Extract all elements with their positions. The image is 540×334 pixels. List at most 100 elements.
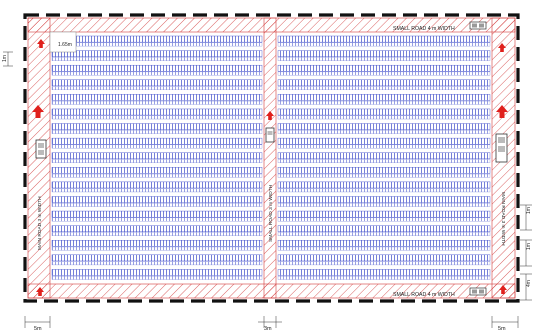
panel-row: [51, 254, 263, 262]
site-boundary: [23, 13, 520, 303]
panel-row-secondary: [51, 57, 263, 61]
panel-row: [277, 35, 491, 43]
panel-row: [51, 240, 263, 247]
top-left-inset: [49, 31, 77, 53]
panel-row-secondary: [51, 115, 263, 120]
panel-row-secondary: [51, 86, 263, 91]
panel-block-left: [51, 35, 263, 280]
panel-row-secondary: [277, 42, 491, 47]
panel-row: [51, 269, 263, 276]
panel-row: [51, 79, 263, 87]
panel-row: [277, 240, 491, 247]
panel-row: [277, 123, 491, 130]
panel-row-secondary: [51, 42, 263, 47]
panel-row: [51, 210, 263, 218]
transformer-bottom-right: [469, 287, 487, 296]
panel-row: [277, 108, 491, 116]
small-road-top-label: SMALL ROAD 4 m WIDTH: [393, 26, 455, 32]
panel-row: [277, 94, 491, 101]
panel-row-secondary: [51, 217, 263, 222]
panel-row-secondary: [277, 232, 491, 236]
inverter-box-middle: [265, 127, 275, 143]
panel-row-secondary: [277, 275, 491, 280]
dim-bottom-center: 3m: [264, 326, 272, 332]
middle-road-label: SMALL ROAD 3 m WIDTH: [268, 184, 274, 242]
panel-row-secondary: [277, 100, 491, 105]
panel-row: [51, 108, 263, 116]
panel-row: [51, 123, 263, 130]
dim-left-top: 1m: [2, 55, 8, 62]
panel-block-right: [277, 35, 491, 280]
panel-row: [277, 167, 491, 174]
panel-row: [277, 64, 491, 72]
dim-bottom-left: 5m: [34, 326, 42, 332]
panel-row: [277, 210, 491, 218]
panel-row-secondary: [51, 159, 263, 163]
middle-road: [263, 17, 277, 299]
dim-right-lower: 1m: [526, 243, 532, 250]
panel-row-secondary: [51, 100, 263, 105]
panel-row-secondary: [277, 115, 491, 120]
dim-right-bottom: 4m: [526, 280, 532, 287]
panel-row: [277, 269, 491, 276]
panel-row: [51, 94, 263, 101]
panel-row: [277, 137, 491, 145]
direction-arrow-left: [32, 105, 44, 118]
panel-row: [277, 254, 491, 262]
top-left-measure: 1.65m: [58, 42, 72, 48]
panel-row-secondary: [51, 144, 263, 149]
panel-row-secondary: [277, 173, 491, 178]
panel-row-secondary: [51, 275, 263, 280]
panel-row-secondary: [277, 203, 491, 207]
panel-row-secondary: [51, 71, 263, 76]
panel-row: [277, 152, 491, 160]
panel-row: [277, 79, 491, 87]
panel-row-secondary: [51, 188, 263, 193]
panel-row: [51, 196, 263, 203]
small-road-bottom-label: SMALL ROAD 4 m WIDTH: [393, 292, 455, 298]
panel-row-secondary: [51, 173, 263, 178]
panel-row-secondary: [277, 217, 491, 222]
panel-row-secondary: [277, 86, 491, 91]
main-road-left-label: MAIN ROAD 3 m WIDTH: [37, 196, 43, 250]
transformer-top-right: [469, 21, 487, 30]
panel-row-secondary: [51, 130, 263, 134]
panel-row-secondary: [277, 144, 491, 149]
panel-row-secondary: [51, 246, 263, 251]
dim-bottom-right: 5m: [498, 326, 506, 332]
panel-row: [51, 35, 263, 43]
panel-row: [51, 50, 263, 57]
direction-arrow-middle: [266, 111, 274, 120]
direction-arrow-top-left: [37, 39, 45, 48]
panel-row: [51, 225, 263, 232]
panel-row-secondary: [51, 232, 263, 236]
panel-row-secondary: [277, 261, 491, 266]
panel-row-secondary: [277, 188, 491, 193]
dimension-lines: [3, 51, 532, 328]
direction-arrow-right: [496, 105, 508, 118]
panel-row: [277, 196, 491, 203]
panel-row: [51, 64, 263, 72]
direction-arrow-bottom-right: [499, 285, 507, 294]
panel-row-secondary: [51, 261, 263, 266]
inverter-box-right: [495, 133, 508, 163]
panel-row-secondary: [277, 246, 491, 251]
panel-row: [51, 167, 263, 174]
panel-row: [51, 152, 263, 160]
panel-row: [277, 225, 491, 232]
inverter-box-left: [35, 139, 47, 159]
panel-row: [277, 50, 491, 57]
direction-arrow-bottom-left: [36, 287, 44, 296]
panel-row: [277, 181, 491, 189]
panel-row-secondary: [277, 130, 491, 134]
panel-row-secondary: [277, 57, 491, 61]
panel-row-secondary: [277, 71, 491, 76]
dim-right-upper: 1m: [526, 207, 532, 214]
panel-row: [51, 181, 263, 189]
panel-row-secondary: [277, 159, 491, 163]
direction-arrow-top-right: [498, 43, 506, 52]
panel-row: [51, 137, 263, 145]
panel-row-secondary: [51, 203, 263, 207]
right-road-label: MAIN ROAD 3 m WIDTH: [500, 192, 506, 246]
